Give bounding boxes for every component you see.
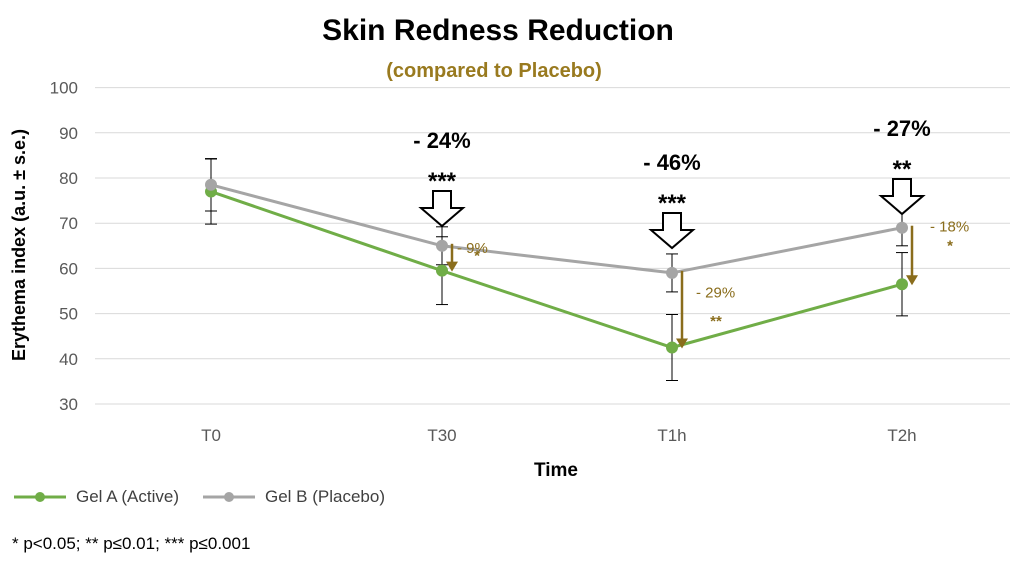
y-tick-label: 60 <box>59 259 78 278</box>
arrowhead-icon <box>446 261 458 272</box>
reduction-vs-baseline-label: - 46% <box>643 150 700 175</box>
reduction-vs-placebo-label: - 18% <box>930 219 969 236</box>
significance-footnote: * p<0.05; ** p≤0.01; *** p≤0.001 <box>12 534 251 553</box>
legend-item-gel-a[interactable]: Gel A (Active) <box>12 487 179 507</box>
legend-swatch-gel-a <box>14 492 66 502</box>
gridlines <box>95 87 1010 405</box>
significance-stars-placebo: * <box>474 247 480 264</box>
legend-swatch-gel-b <box>202 492 255 502</box>
series-group <box>205 158 908 381</box>
data-point-gel-b <box>205 178 217 191</box>
legend-label-gel-a: Gel A (Active) <box>76 487 179 506</box>
annotations-group: - 24%***- 46%***- 27%**- 9%*- 29%**- 18%… <box>413 116 969 349</box>
down-arrow-icon <box>648 212 696 250</box>
significance-stars-placebo: * <box>947 237 953 254</box>
y-tick-label: 40 <box>59 350 78 369</box>
x-tick-label: T1h <box>657 426 686 445</box>
data-point-gel-b <box>896 221 908 234</box>
y-axis-ticks: 30 40 50 60 70 80 90 100 <box>50 79 78 414</box>
x-axis-ticks: T0 T30 T1h T2h <box>201 426 917 445</box>
reduction-vs-baseline-label: - 24% <box>413 128 470 153</box>
arrowhead-icon <box>676 338 688 349</box>
reduction-vs-baseline-label: - 27% <box>873 116 930 141</box>
data-point-gel-a <box>896 278 908 291</box>
down-arrow-icon <box>418 190 466 228</box>
y-axis-label: Erythema index (a.u. ± s.e.) <box>9 129 29 361</box>
legend-item-gel-b[interactable]: Gel B (Placebo) <box>201 487 385 507</box>
y-tick-label: 70 <box>59 214 78 233</box>
data-point-gel-a <box>436 264 448 277</box>
arrowhead-icon <box>906 275 918 286</box>
x-tick-label: T0 <box>201 426 221 445</box>
x-tick-label: T2h <box>887 426 916 445</box>
y-tick-label: 50 <box>59 305 78 324</box>
y-tick-label: 30 <box>59 395 78 414</box>
legend-label-gel-b: Gel B (Placebo) <box>264 487 385 506</box>
reduction-vs-placebo-label: - 9% <box>457 240 488 257</box>
significance-stars-baseline: ** <box>893 156 912 183</box>
y-tick-label: 100 <box>50 79 78 98</box>
y-tick-label: 90 <box>59 124 78 143</box>
series-line-gel-b <box>210 183 903 275</box>
data-point-gel-b <box>666 266 678 279</box>
data-point-gel-b <box>436 239 448 252</box>
x-tick-label: T30 <box>427 426 456 445</box>
series-line-gel-a <box>210 190 903 350</box>
data-point-gel-a <box>666 341 678 354</box>
legend: Gel A (Active) Gel B (Placebo) <box>12 487 407 507</box>
reduction-vs-placebo-label: - 29% <box>696 285 735 302</box>
significance-stars-placebo: ** <box>710 313 722 330</box>
x-axis-label: Time <box>534 460 578 481</box>
down-arrow-icon <box>878 178 926 216</box>
chart-subtitle: (compared to Placebo) <box>386 60 602 82</box>
y-tick-label: 80 <box>59 169 78 188</box>
chart-title: Skin Redness Reduction <box>322 14 674 47</box>
